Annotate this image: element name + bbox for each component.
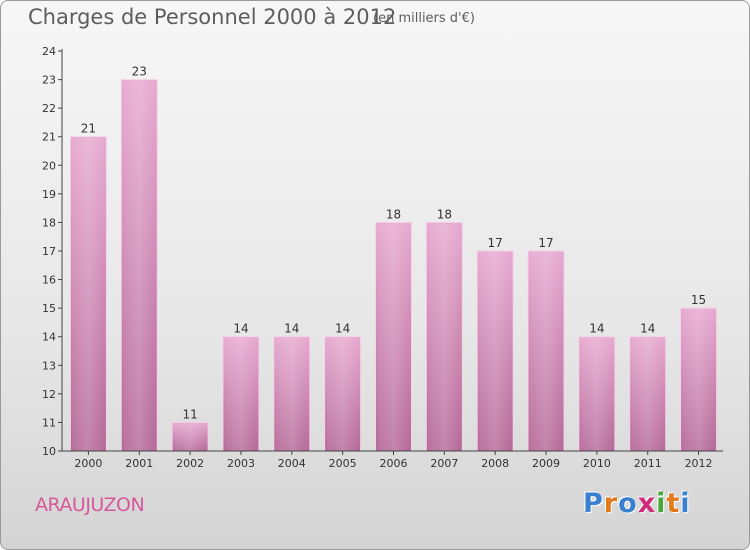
- y-tick-label: 21: [42, 131, 56, 144]
- y-tick-label: 11: [42, 416, 56, 429]
- bar-value-label: 14: [284, 322, 299, 336]
- commune-name: ARAUJUZON: [35, 494, 145, 516]
- x-tick-label: 2003: [227, 457, 255, 470]
- x-tick-label: 2012: [685, 457, 713, 470]
- bar-value-label: 17: [488, 236, 503, 250]
- logo-letter: i: [680, 488, 691, 519]
- y-tick-label: 15: [42, 302, 56, 315]
- logo-letter: t: [666, 488, 681, 519]
- bar-value-label: 21: [81, 122, 96, 136]
- logo-letter: r: [603, 488, 619, 519]
- bar-value-label: 17: [538, 236, 553, 250]
- x-tick-label: 2001: [125, 457, 153, 470]
- y-tick-label: 23: [42, 74, 56, 87]
- bar-value-label: 14: [233, 322, 248, 336]
- logo-letter: o: [618, 488, 638, 519]
- bar-highlight: [72, 137, 105, 451]
- x-axis: 2000 2001 2002 2003 2004 2005 2006 2007 2008 2009…: [62, 450, 723, 470]
- y-tick-label: 14: [42, 331, 56, 344]
- y-tick-label: 10: [42, 445, 56, 458]
- logo-letter: P: [583, 488, 604, 519]
- y-axis: 10 11 12 13 14 15 16 17 18 19 20 21 22 23 24: [42, 45, 63, 458]
- bar-highlight: [479, 252, 512, 451]
- bar-highlight: [275, 337, 308, 451]
- bar-value-label: 18: [386, 207, 401, 221]
- y-tick-label: 12: [42, 388, 56, 401]
- bars: 21 23 11 14 14 14 18 18 17 17 14 14 15: [69, 65, 718, 452]
- x-tick-label: 2009: [532, 457, 560, 470]
- y-tick-label: 19: [42, 188, 56, 201]
- bar-value-label: 14: [335, 322, 350, 336]
- y-tick-label: 16: [42, 274, 56, 287]
- bar-highlight: [326, 337, 359, 451]
- bar-value-label: 15: [691, 293, 706, 307]
- bar-value-label: 23: [132, 65, 147, 79]
- x-tick-label: 2004: [278, 457, 306, 470]
- y-tick-label: 17: [42, 245, 56, 258]
- y-tick-label: 24: [42, 45, 56, 58]
- bar-value-label: 11: [182, 407, 197, 421]
- bar-highlight: [224, 337, 257, 451]
- x-tick-label: 2002: [176, 457, 204, 470]
- x-tick-label: 2010: [583, 457, 611, 470]
- bar-highlight: [377, 223, 410, 451]
- chart-subtitle: (en milliers d'€): [373, 11, 475, 26]
- logo-letter: i: [656, 488, 667, 519]
- x-tick-label: 2000: [74, 457, 102, 470]
- bar-value-label: 18: [437, 207, 452, 221]
- bar-highlight: [580, 337, 613, 451]
- bar-value-label: 14: [640, 322, 655, 336]
- chart-title: Charges de Personnel 2000 à 2012: [28, 5, 397, 29]
- bar-highlight: [123, 80, 156, 452]
- y-tick-label: 22: [42, 102, 56, 115]
- logo-letter: x: [637, 488, 657, 519]
- y-tick-label: 20: [42, 159, 56, 172]
- bar-highlight: [682, 309, 715, 451]
- x-tick-label: 2008: [481, 457, 509, 470]
- proxiti-logo[interactable]: Proxiti: [583, 488, 691, 519]
- y-tick-label: 13: [42, 359, 56, 372]
- bar-highlight: [174, 423, 207, 451]
- x-tick-label: 2011: [634, 457, 662, 470]
- x-tick-label: 2007: [430, 457, 458, 470]
- y-tick-label: 18: [42, 216, 56, 229]
- bar-highlight: [631, 337, 664, 451]
- x-tick-label: 2005: [329, 457, 357, 470]
- bar-highlight: [428, 223, 461, 451]
- bar-highlight: [530, 252, 563, 451]
- x-tick-label: 2006: [380, 457, 408, 470]
- bar-value-label: 14: [589, 322, 604, 336]
